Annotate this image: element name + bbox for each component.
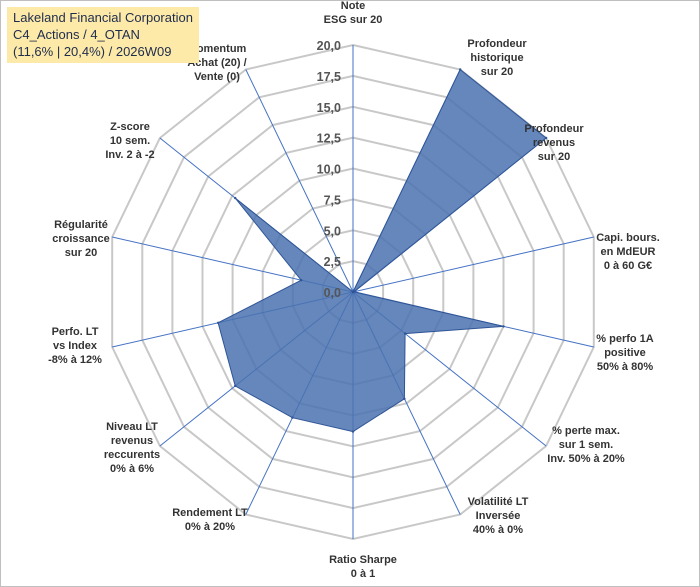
data-point	[291, 416, 294, 419]
axis-label: % perfo 1A positive 50% à 80%	[596, 333, 654, 373]
axis-label: Niveau LT revenus reccurents 0% à 6%	[104, 421, 160, 475]
axis-label-line: revenus	[533, 137, 575, 149]
radial-tick-label: 15,0	[317, 101, 341, 115]
axis-label: Z-score 10 sem. Inv. 2 à -2	[105, 121, 154, 161]
axis-label: Note ESG sur 20	[324, 1, 383, 26]
data-point	[459, 68, 462, 71]
axis-label-line: sur 20	[65, 247, 97, 259]
axis-label-line: 0 à 1	[351, 568, 375, 580]
axis-label-line: Vente (0)	[194, 71, 240, 83]
axis-label-line: Z-score	[110, 121, 150, 133]
axis-label: Rendement LT 0% à 20%	[172, 507, 248, 533]
axis-label-line: Momentum	[188, 43, 247, 55]
axis-label-line: % perfo 1A	[596, 333, 654, 345]
axis-label-line: Capi. bours.	[596, 232, 660, 244]
radial-tick-label: 12,5	[317, 132, 341, 146]
axis-label-line: Note	[341, 1, 365, 12]
axis-label-line: -8% à 12%	[48, 354, 102, 366]
axis-label-line: historique	[470, 52, 523, 64]
axis-label-line: Profondeur	[467, 38, 527, 50]
axis-label-line: Inv. 2 à -2	[105, 149, 154, 161]
axis-label-line: Inv. 50% à 20%	[547, 453, 625, 465]
axis-label-line: Régularité	[54, 219, 108, 231]
axis-label: Ratio Sharpe 0 à 1	[329, 554, 397, 580]
data-point	[300, 279, 303, 282]
data-point	[234, 196, 237, 200]
axis-label-line: Ratio Sharpe	[329, 554, 397, 566]
axis-label-line: croissance	[52, 233, 109, 245]
chart-title-company: Lakeland Financial Corporation	[13, 10, 193, 25]
axis-label: Capi. bours. en MdEUR 0 à 60 G€	[596, 232, 660, 272]
axis-label-line: Perfo. LT	[52, 326, 99, 338]
chart-title-stats: (11,6% | 20,4%) / 2026W09	[13, 44, 172, 59]
axis-label-line: reccurents	[104, 449, 160, 461]
radial-tick-label: 0,0	[324, 286, 341, 300]
axis-label-line: Profondeur	[524, 123, 584, 135]
data-point	[351, 430, 355, 433]
axis-label-line: Niveau LT	[106, 421, 158, 433]
axis-label: Momentum Achat (20) / Vente (0)	[187, 43, 246, 83]
axis-label-line: 0% à 20%	[185, 521, 235, 533]
chart-title-box: Lakeland Financial Corporation C4_Action…	[7, 7, 199, 63]
data-point	[403, 332, 407, 335]
data-point	[502, 325, 505, 328]
axis-label-line: positive	[604, 347, 646, 359]
axis-label-line: Inversée	[476, 510, 521, 522]
data-point	[544, 136, 548, 140]
axis-label-line: % perte max.	[552, 425, 620, 437]
axis-label: Perfo. LT vs Index -8% à 12%	[48, 326, 102, 366]
radial-tick-label: 17,5	[317, 70, 341, 84]
axis-label-line: 50% à 80%	[597, 361, 653, 373]
axis-label-line: 0 à 60 G€	[604, 260, 652, 272]
axis-label: Profondeur revenus sur 20	[524, 123, 584, 163]
data-point	[403, 397, 406, 400]
axis-label-line: 40% à 0%	[473, 524, 523, 536]
axis-label-line: ESG sur 20	[324, 14, 383, 26]
axis-label: Régularité croissance sur 20	[52, 219, 109, 259]
radial-tick-label: 20,0	[317, 39, 341, 53]
chart-title-category: C4_Actions / 4_OTAN	[13, 27, 140, 42]
axis-label: Profondeur historique sur 20	[467, 38, 527, 78]
axis-label-line: Rendement LT	[172, 507, 248, 519]
axis-label: Volatilité LT Inversée 40% à 0%	[468, 496, 529, 536]
axis-label: % perte max. sur 1 sem. Inv. 50% à 20%	[547, 425, 625, 465]
axis-label-line: en MdEUR	[601, 246, 656, 258]
axis-label-line: Achat (20) /	[187, 57, 246, 69]
data-point	[234, 384, 237, 388]
axis-label-line: 0% à 6%	[110, 463, 154, 475]
axis-spoke	[352, 236, 594, 293]
axis-label-line: revenus	[111, 435, 153, 447]
data-point	[351, 290, 355, 294]
data-point	[216, 321, 220, 324]
axis-label-line: Volatilité LT	[468, 496, 529, 508]
axis-label-line: sur 20	[481, 66, 513, 78]
radial-tick-label: 5,0	[324, 224, 341, 238]
axis-label-line: 10 sem.	[110, 135, 150, 147]
axis-label-line: vs Index	[53, 340, 98, 352]
radial-tick-label: 2,5	[324, 255, 341, 269]
radial-tick-label: 7,5	[324, 193, 341, 207]
axis-label-line: sur 20	[538, 151, 570, 163]
axis-label-line: sur 1 sem.	[559, 439, 613, 451]
axis-spoke	[245, 69, 354, 293]
radial-tick-label: 10,0	[317, 163, 341, 177]
series-area	[217, 68, 547, 433]
